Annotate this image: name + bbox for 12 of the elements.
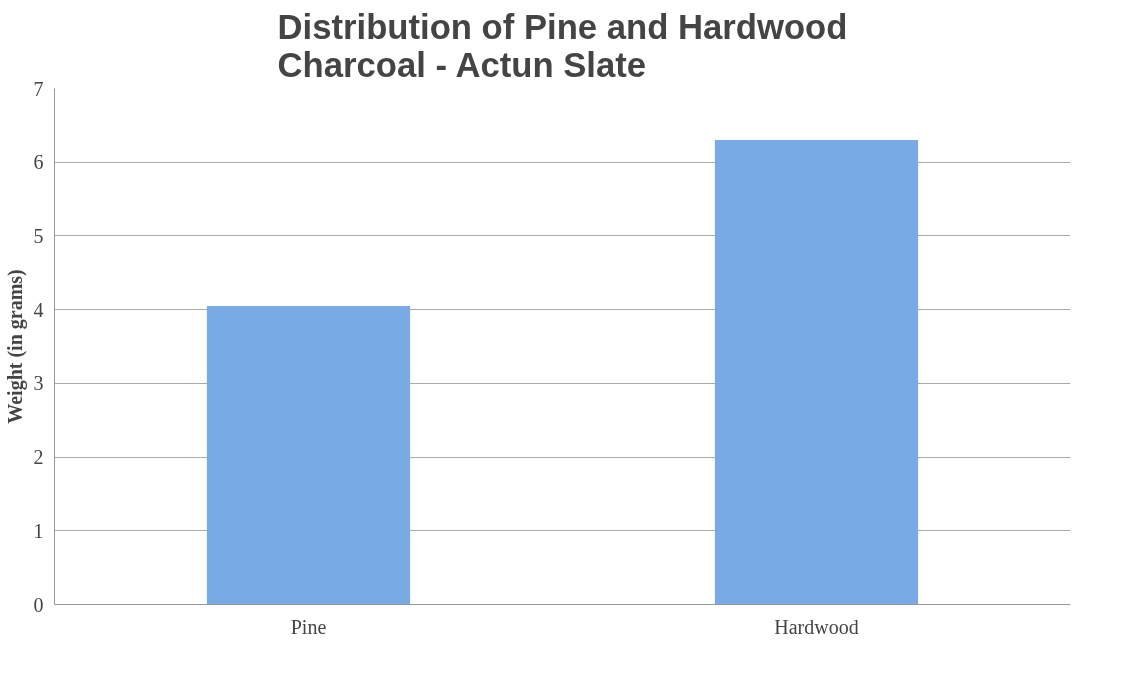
y-tick-label: 5 [33,224,44,247]
y-tick-label: 6 [33,151,44,174]
y-tick-label: 1 [33,519,44,542]
x-tick-label: Pine [290,615,327,638]
y-tick-label: 7 [33,77,44,100]
chart-title: Distribution of Pine and Hardwood Charcoal - Actun Slate [277,7,848,84]
y-tick-label: 2 [33,446,44,469]
y-tick-label: 0 [33,593,44,616]
y-tick-label: 3 [33,372,44,395]
x-tick-label: Hardwood [774,615,859,638]
y-axis-title: Weight (in grams) [3,269,27,424]
y-tick-label: 4 [33,298,44,321]
